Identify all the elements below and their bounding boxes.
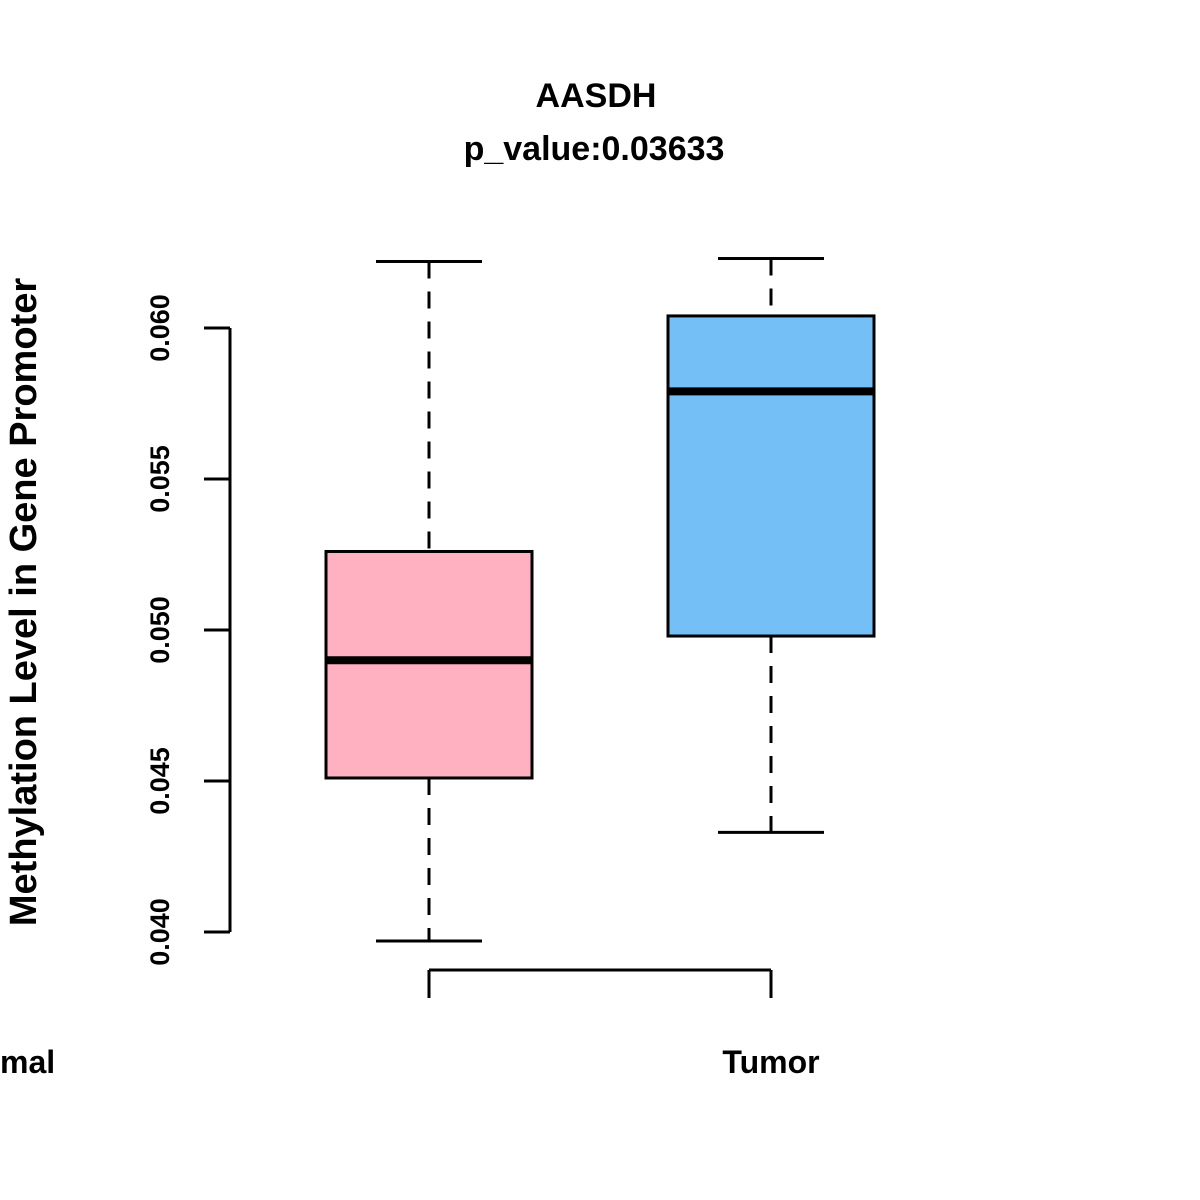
plot-area <box>204 257 876 998</box>
y-tick-label: 0.045 <box>145 747 175 815</box>
x-category-label-normal: Normal <box>0 1044 55 1080</box>
y-tick-label: 0.050 <box>145 596 175 664</box>
y-tick-label: 0.060 <box>145 294 175 362</box>
y-axis-label: Methylation Level in Gene Promoter <box>3 278 45 926</box>
x-category-labels: Tumor Normal <box>0 1044 820 1080</box>
y-tick-label: 0.055 <box>145 445 175 513</box>
x-category-label-tumor: Tumor <box>722 1044 819 1080</box>
y-tick-label: 0.040 <box>145 898 175 966</box>
normal-box <box>666 314 876 638</box>
y-tick-labels: 0.040 0.045 0.050 0.055 0.060 <box>145 294 175 966</box>
chart-subtitle: p_value:0.03633 <box>464 130 725 168</box>
chart-title: AASDH <box>536 77 657 115</box>
tumor-box <box>324 549 534 780</box>
chart-titles: AASDH p_value:0.03633 <box>464 77 725 168</box>
